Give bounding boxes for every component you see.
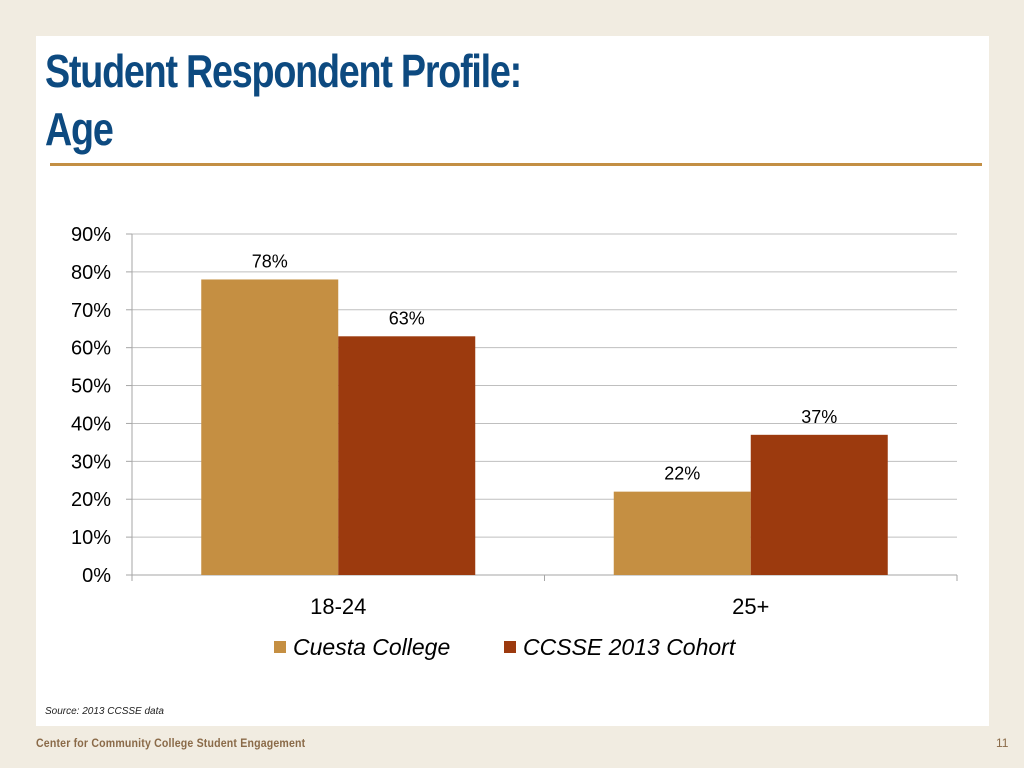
y-tick-label: 0% xyxy=(82,565,111,587)
x-category-label: 18-24 xyxy=(310,594,366,619)
legend-label: CCSSE 2013 Cohort xyxy=(523,634,737,660)
bar xyxy=(613,491,751,575)
x-category-label: 25+ xyxy=(732,594,769,619)
title-line-1: Student Respondent Profile: xyxy=(45,45,522,97)
legend-label: Cuesta College xyxy=(293,634,450,660)
legend-swatch xyxy=(504,641,516,653)
data-label: 78% xyxy=(252,251,288,271)
y-tick-label: 60% xyxy=(71,338,111,360)
bar xyxy=(750,434,888,575)
y-tick-label: 70% xyxy=(71,300,111,322)
y-tick-label: 20% xyxy=(71,489,111,511)
data-label: 22% xyxy=(664,464,700,484)
y-tick-label: 50% xyxy=(71,376,111,398)
bar-chart: 0% 10% 20% 30% 40% 50% 60% 70% 80% 90% 78% 63% 18-24… xyxy=(71,224,958,660)
data-label: 37% xyxy=(801,407,837,427)
page-number: 11 xyxy=(996,736,1009,750)
slide: Student Respondent Profile: Age 0% 10% 20%… xyxy=(36,36,989,726)
bar xyxy=(201,279,339,575)
y-tick-label: 80% xyxy=(71,262,111,284)
footer-organization: Center for Community College Student Eng… xyxy=(36,736,306,750)
data-label: 63% xyxy=(389,308,425,328)
y-tick-label: 90% xyxy=(71,224,111,246)
slide-title: Student Respondent Profile: Age xyxy=(45,42,522,158)
y-tick-label: 40% xyxy=(71,413,111,435)
y-tick-label: 30% xyxy=(71,451,111,473)
source-note: Source: 2013 CCSSE data xyxy=(45,706,164,717)
legend-swatch xyxy=(274,641,286,653)
y-tick-label: 10% xyxy=(71,527,111,549)
bar xyxy=(338,336,476,575)
title-divider xyxy=(50,163,982,166)
title-line-2: Age xyxy=(45,103,114,155)
